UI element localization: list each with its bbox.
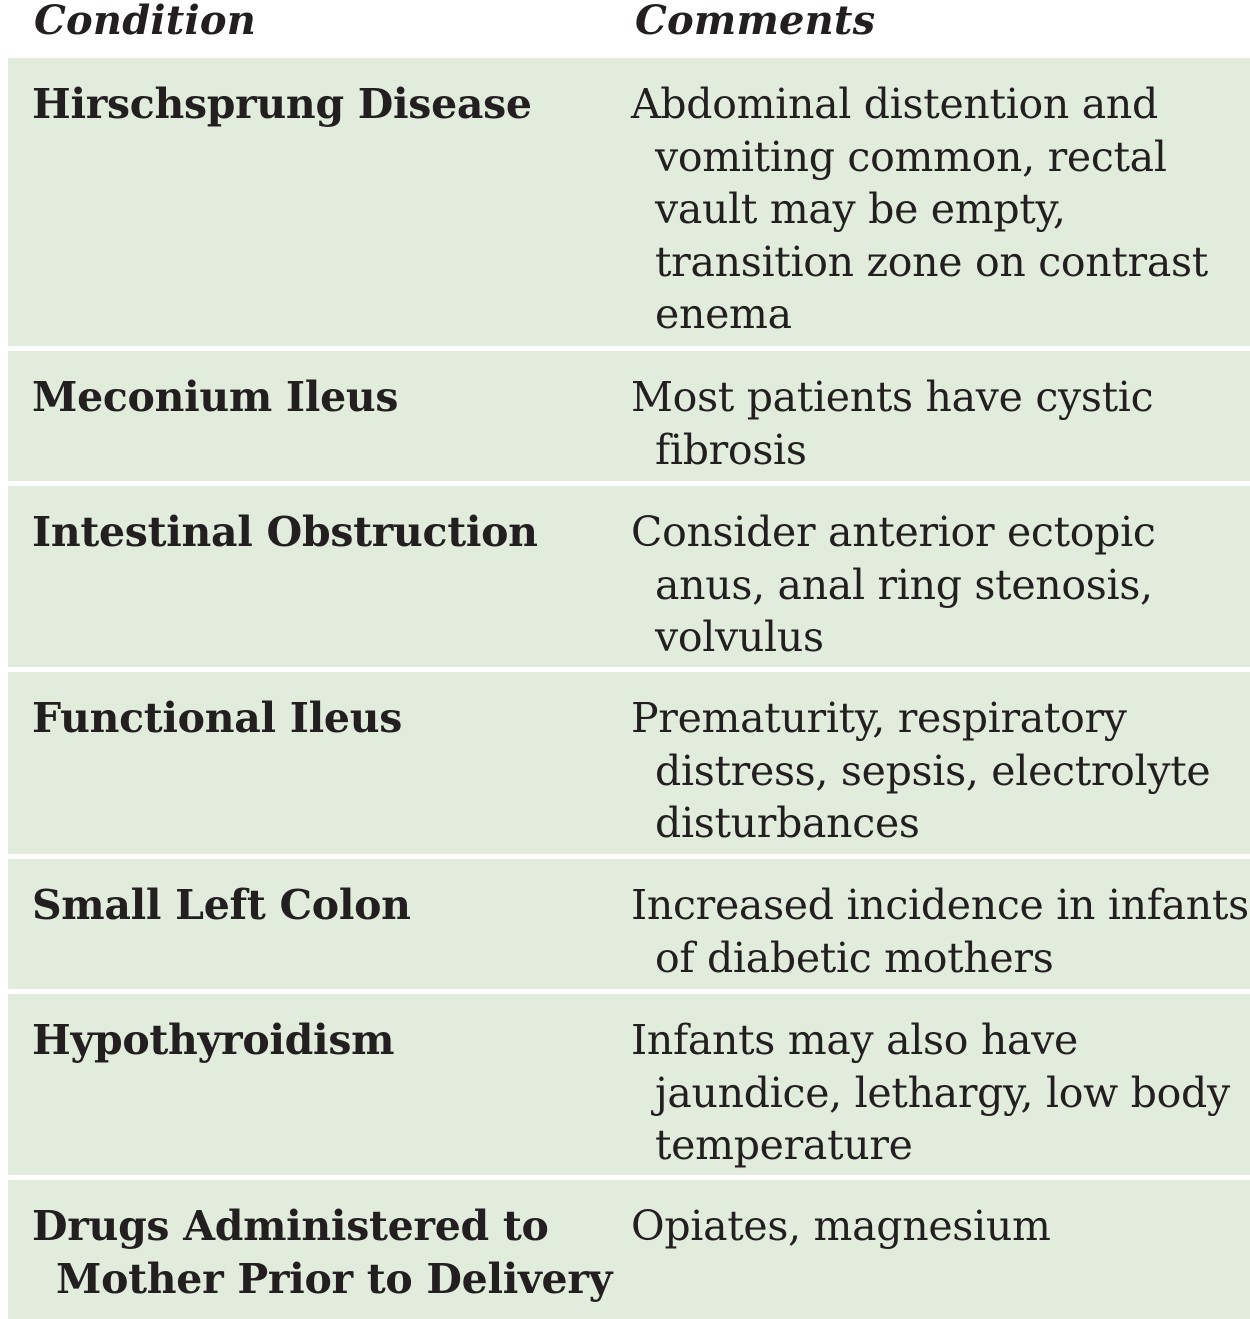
table-row: Hypothyroidism Infants may also have jau… (8, 994, 1250, 1175)
table-row: Hirschsprung Disease Abdominal distentio… (8, 58, 1250, 346)
condition-cell: Drugs Administered to Mother Prior to De… (32, 1202, 613, 1303)
table-row: Functional Ileus Prematurity, respirator… (8, 672, 1250, 854)
comments-cell: Infants may also have jaundice, lethargy… (631, 1016, 1230, 1169)
condition-cell: Small Left Colon (32, 881, 411, 929)
comments-cell: Increased incidence in infants of diabet… (631, 881, 1249, 982)
table-header: Condition Comments (8, 0, 1250, 58)
table-row: Meconium Ileus Most patients have cystic… (8, 351, 1250, 481)
conditions-table: Condition Comments Hirschsprung Disease … (8, 0, 1250, 1319)
condition-cell: Hypothyroidism (32, 1016, 395, 1064)
condition-cell: Functional Ileus (32, 694, 402, 742)
condition-column-header: Condition (34, 0, 256, 44)
comments-cell: Most patients have cystic fibrosis (631, 373, 1154, 474)
table-row: Drugs Administered to Mother Prior to De… (8, 1180, 1250, 1319)
condition-cell: Meconium Ileus (32, 373, 399, 421)
comments-cell: Abdominal distention and vomiting common… (631, 80, 1208, 338)
comments-cell: Opiates, magnesium (631, 1202, 1051, 1250)
condition-cell: Hirschsprung Disease (32, 80, 532, 128)
comments-column-header: Comments (635, 0, 876, 44)
comments-cell: Prematurity, respiratory distress, sepsi… (631, 694, 1211, 847)
table-row: Intestinal Obstruction Consider anterior… (8, 486, 1250, 667)
table-row: Small Left Colon Increased incidence in … (8, 859, 1250, 989)
comments-cell: Consider anterior ectopic anus, anal rin… (631, 508, 1156, 661)
condition-cell: Intestinal Obstruction (32, 508, 538, 556)
